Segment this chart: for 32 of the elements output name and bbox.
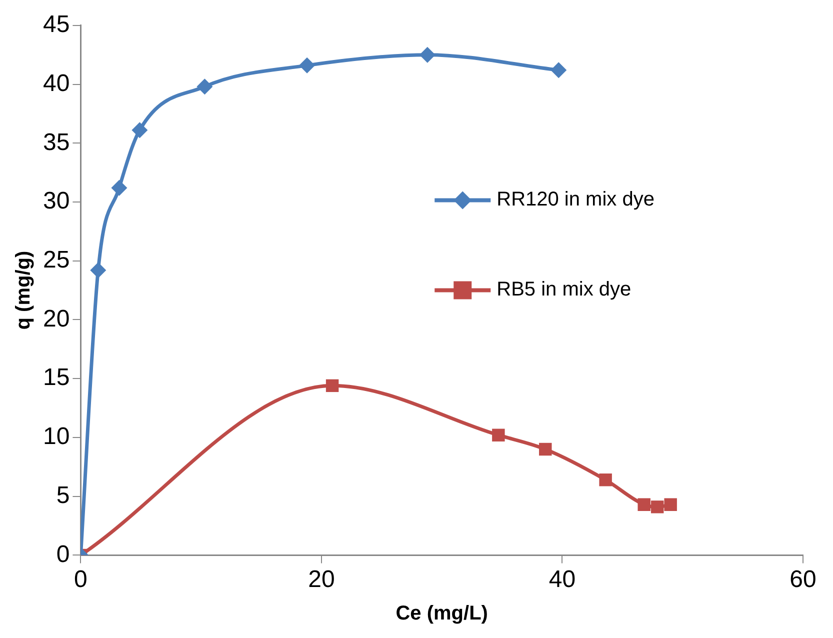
y-axis-title: q (mg/g)	[12, 250, 35, 330]
point	[299, 57, 316, 74]
point	[664, 498, 677, 511]
y-tick-label: 10	[42, 423, 70, 450]
y-tick-label: 5	[56, 482, 70, 509]
x-tick-label: 40	[548, 566, 576, 594]
point	[638, 498, 650, 511]
point	[419, 46, 436, 63]
point	[90, 262, 106, 278]
point	[539, 442, 552, 456]
x-tick-label: 0	[74, 566, 88, 594]
y-tick-label: 40	[42, 70, 70, 97]
y-tick-label: 0	[56, 540, 70, 568]
legend-label: RB5 in mix dye	[496, 278, 632, 301]
x-tick-label: 60	[790, 566, 816, 594]
x-tick-label: 20	[308, 566, 335, 594]
x-axis-title: Ce (mg/L)	[396, 602, 488, 625]
point	[650, 500, 664, 514]
point	[550, 62, 567, 78]
y-tick-label: 25	[42, 246, 70, 274]
y-tick-label: 30	[42, 188, 70, 215]
point	[111, 180, 128, 196]
y-tick-label: 45	[42, 11, 70, 38]
point	[326, 379, 339, 392]
point	[132, 122, 148, 138]
point	[492, 428, 505, 442]
point	[196, 78, 213, 95]
legend-label: RR120 in mix dye	[496, 188, 654, 211]
y-tick-label: 15	[42, 364, 70, 392]
y-tick-label: 20	[42, 305, 70, 332]
y-tick-label: 35	[42, 128, 70, 156]
point	[599, 473, 612, 486]
